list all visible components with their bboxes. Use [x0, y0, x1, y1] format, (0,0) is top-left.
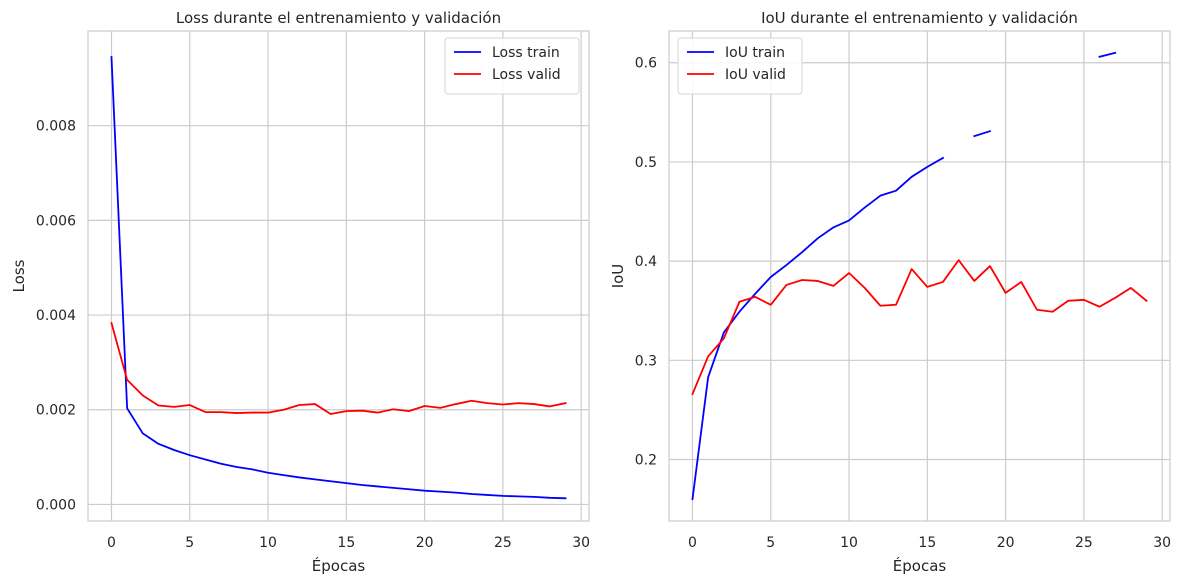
loss-y-tick-label: 0.008 — [36, 119, 76, 135]
iou-y-tick-label: 0.4 — [635, 254, 657, 270]
iou-y-tick-label: 0.6 — [635, 56, 657, 72]
loss-legend-label: Loss train — [492, 45, 560, 61]
iou-series-line-train — [691, 51, 1117, 501]
loss-x-tick-label: 15 — [337, 535, 355, 551]
iou-chart: 0 5 10 15 20 25 30 0.2 0.3 0.4 0.5 0.6 IoU durante e… — [609, 9, 1171, 575]
iou-x-tick-label: 15 — [918, 535, 936, 551]
iou-x-tick-label: 0 — [688, 535, 697, 551]
loss-y-tick-label: 0.006 — [36, 213, 76, 229]
loss-chart: 0 5 10 15 20 25 30 0.000 0.002 0.004 0.006 0.008 Los… — [10, 9, 590, 575]
loss-x-tick-label: 10 — [259, 535, 277, 551]
loss-series-line-train — [110, 56, 567, 500]
loss-x-tick-label: 20 — [416, 535, 434, 551]
loss-legend-label: Loss valid — [492, 67, 561, 83]
iou-series-line-valid — [691, 259, 1148, 396]
iou-plot-area — [669, 31, 1170, 521]
iou-y-tick-label: 0.5 — [635, 155, 657, 171]
loss-x-tick-label: 5 — [185, 535, 194, 551]
loss-y-tick-label: 0.004 — [36, 308, 76, 324]
iou-x-axis-label: Épocas — [893, 556, 947, 575]
loss-chart-title: Loss durante el entrenamiento y validaci… — [176, 9, 501, 27]
iou-x-tick-label: 10 — [840, 535, 858, 551]
loss-series-line-valid — [110, 322, 567, 415]
iou-chart-title: IoU durante el entrenamiento y validació… — [761, 9, 1078, 27]
loss-plot-frame — [87, 30, 590, 522]
iou-y-tick-label: 0.3 — [635, 353, 657, 369]
loss-x-tick-label: 30 — [572, 535, 590, 551]
iou-legend-label: IoU train — [725, 45, 785, 61]
iou-x-tick-label: 20 — [997, 535, 1015, 551]
iou-x-tick-label: 30 — [1153, 535, 1171, 551]
loss-plot-area — [88, 31, 589, 521]
iou-y-axis-label: IoU — [609, 264, 627, 289]
loss-x-tick-label: 25 — [494, 535, 512, 551]
loss-legend: Loss train Loss valid — [444, 37, 580, 95]
loss-y-tick-label: 0.002 — [36, 403, 76, 419]
loss-y-axis-label: Loss — [10, 259, 28, 292]
iou-x-tick-label: 25 — [1075, 535, 1093, 551]
loss-x-tick-label: 0 — [107, 535, 116, 551]
loss-y-tick-label: 0.000 — [36, 497, 76, 513]
iou-x-tick-label: 5 — [766, 535, 775, 551]
iou-y-tick-label: 0.2 — [635, 453, 657, 469]
iou-legend: IoU train IoU valid — [677, 37, 803, 95]
iou-legend-label: IoU valid — [725, 67, 786, 83]
loss-x-axis-label: Épocas — [312, 556, 366, 575]
iou-plot-frame — [668, 30, 1171, 522]
